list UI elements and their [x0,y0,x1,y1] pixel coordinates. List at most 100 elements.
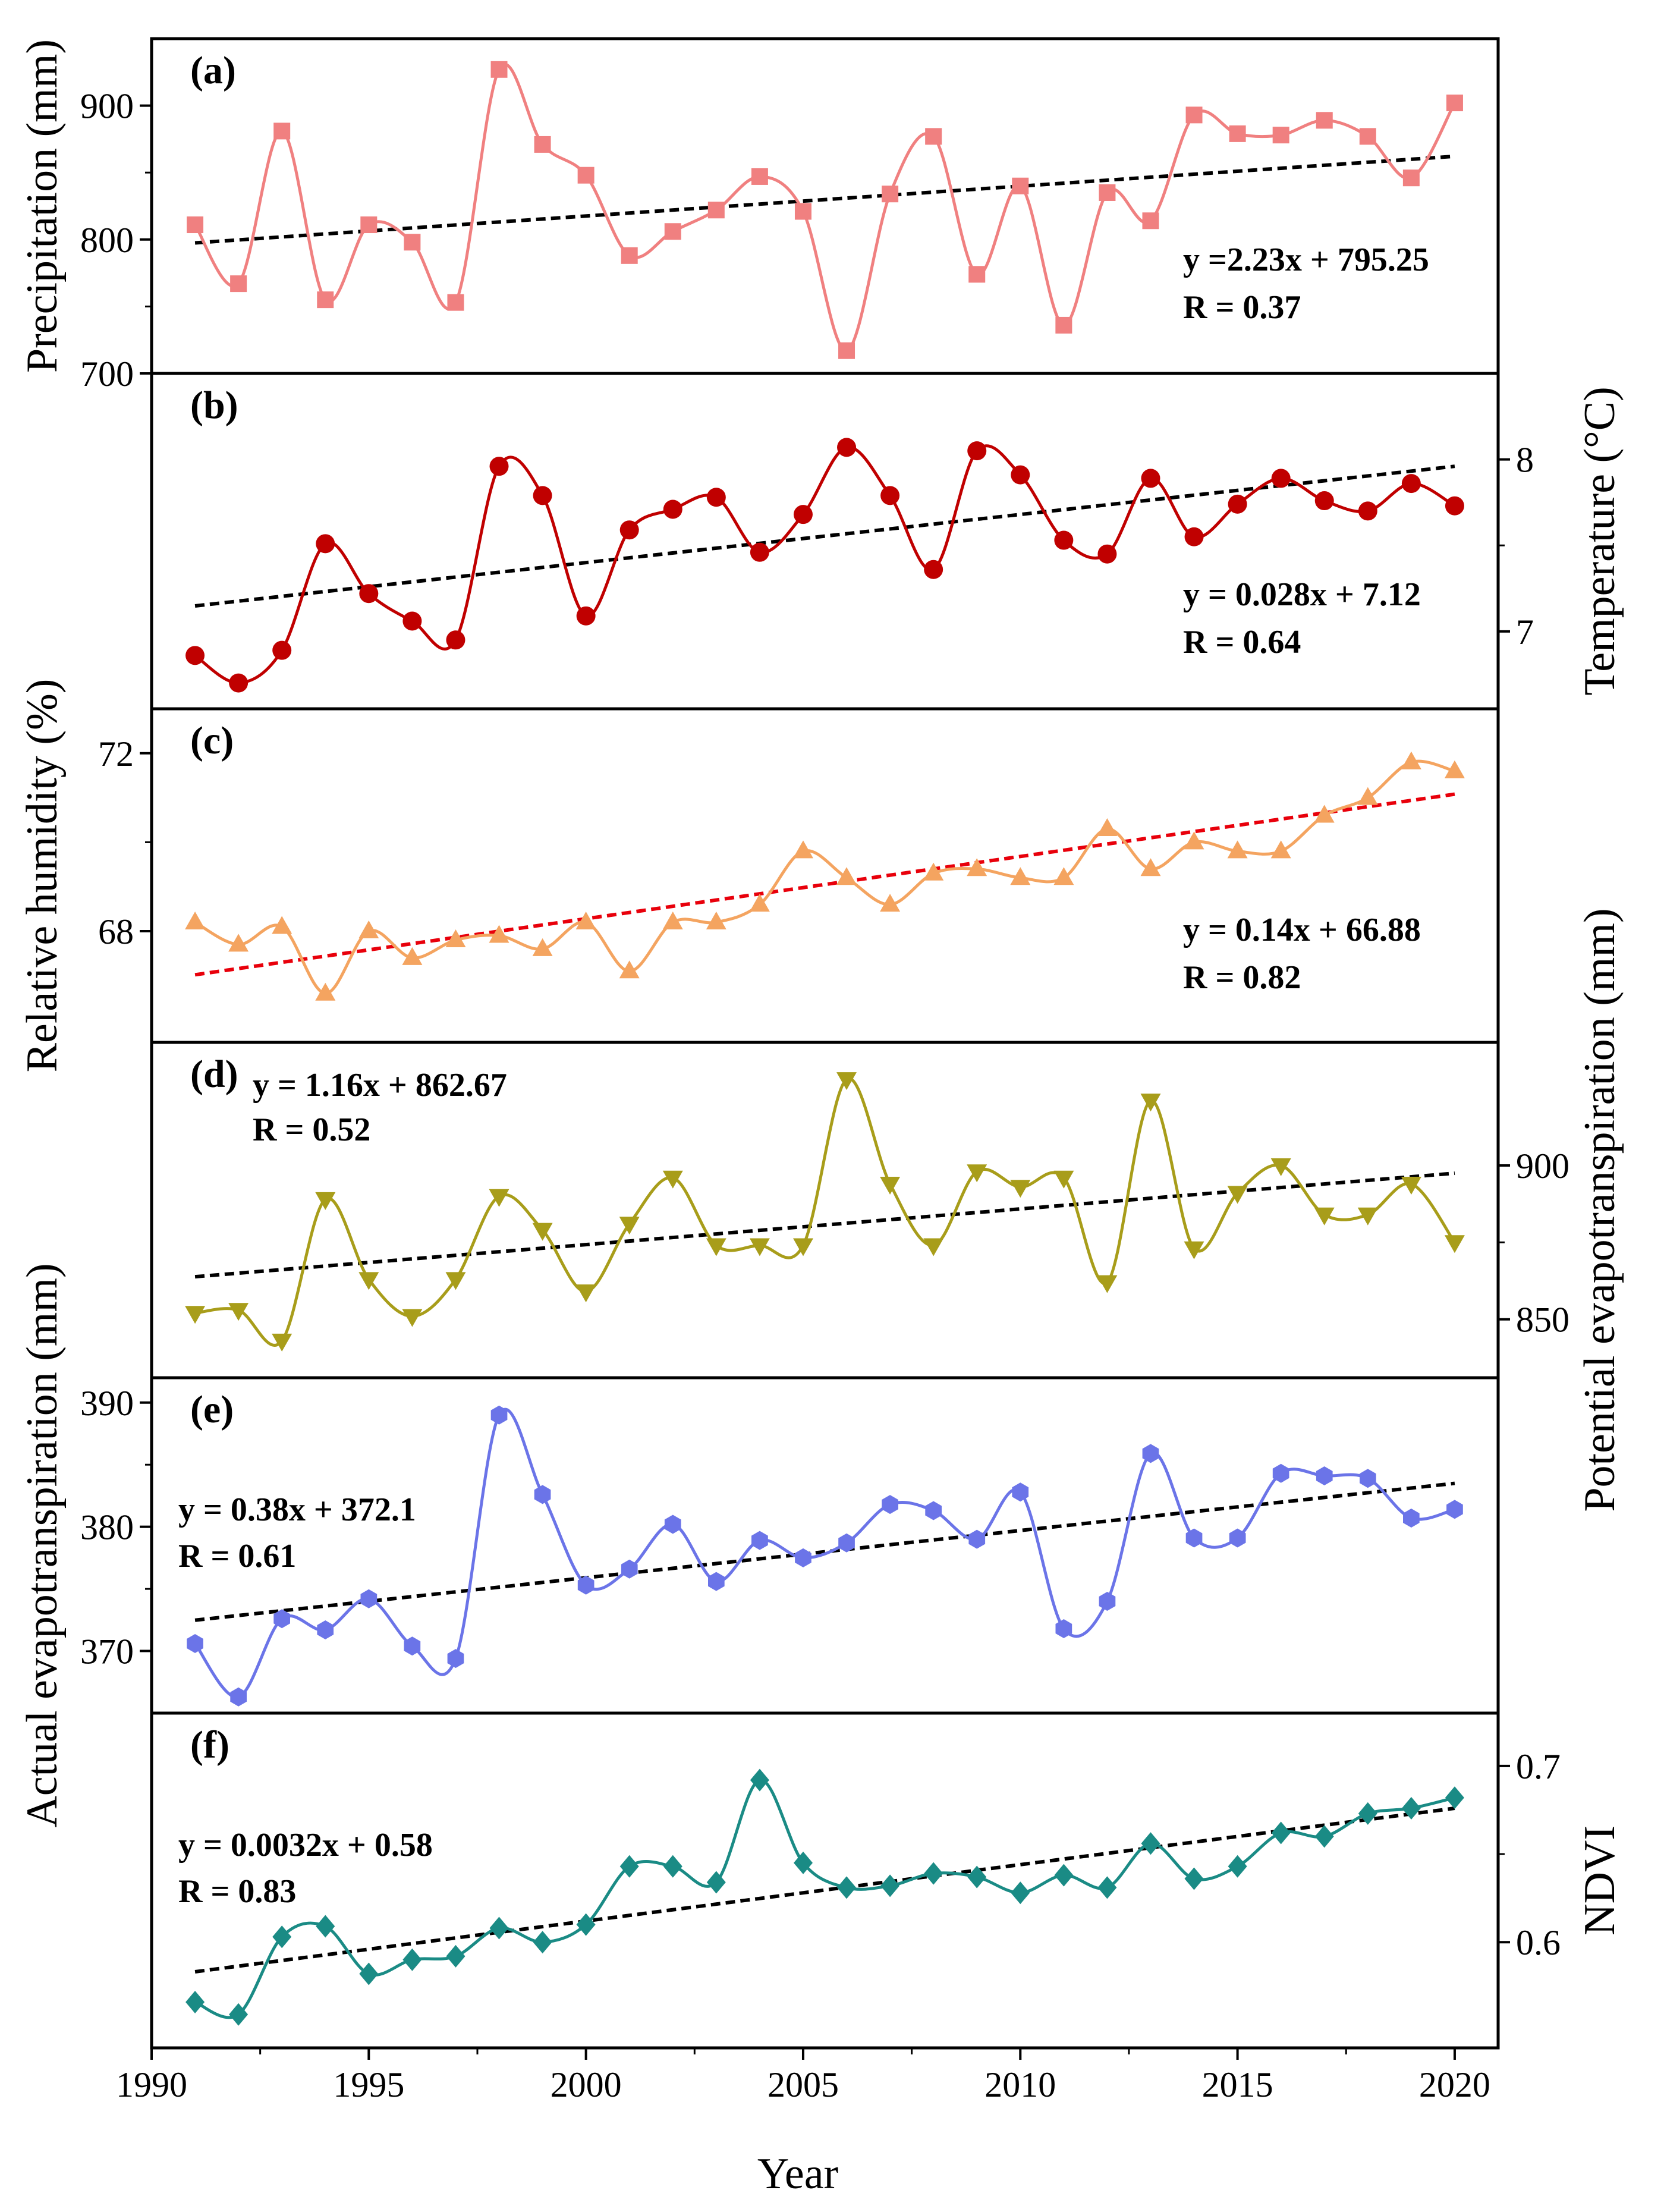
trend-line-f [194,1806,1455,1974]
data-point [575,912,596,929]
data-point [1401,1797,1421,1820]
data-point [490,61,508,78]
data-point [360,216,378,234]
data-point [1142,1444,1159,1463]
data-point [1444,1235,1465,1253]
data-point [967,858,987,876]
data-point [576,606,596,626]
y-tick-label: 8 [1516,441,1534,480]
data-point [1097,818,1118,836]
correlation-r: R = 0.37 [1183,289,1301,326]
data-point [923,1238,944,1256]
data-point [1185,1528,1203,1548]
data-point [402,1948,422,1971]
data-point [1055,1619,1072,1638]
data-point [1097,1275,1118,1293]
data-point [1141,469,1160,488]
data-point [925,1501,942,1520]
data-point [532,1223,553,1241]
x-tick-label: 1995 [333,2065,404,2104]
data-point [1053,867,1074,885]
data-point [662,1170,683,1189]
data-point [185,646,205,665]
data-point [836,1072,857,1091]
correlation-r: R = 0.82 [1183,959,1301,996]
data-point [664,1515,681,1534]
data-point [924,1862,943,1885]
trend-equation: y = 0.028x + 7.12 [1183,576,1421,613]
data-point [706,1238,726,1256]
data-point [837,438,857,457]
data-point [229,2003,249,2026]
y-tick-label: 0.6 [1516,1923,1561,1962]
trend-line-d [194,1171,1455,1279]
data-point [662,912,683,929]
data-point [1228,494,1247,514]
data-point [968,266,986,283]
data-point [1227,1186,1248,1204]
data-point [185,912,206,929]
data-point [533,1931,552,1954]
data-point [836,867,857,885]
data-point [794,1851,813,1874]
data-point [489,925,509,943]
y-tick-label: 68 [98,912,134,951]
data-point [447,1649,464,1669]
data-point [1055,316,1072,334]
data-point [749,1238,770,1256]
data-point [1140,1094,1161,1112]
panel-label: (a) [190,49,236,92]
data-point [1360,1469,1376,1488]
data-point [1099,184,1116,201]
data-point [272,1333,292,1352]
data-point [1010,1180,1031,1198]
data-point [1184,1867,1204,1890]
y-tick-label: 7 [1516,612,1534,652]
data-point [1011,1881,1030,1905]
y-tick-label: 700 [80,354,134,394]
y-axis-title-b: Temperature (°C) [1575,387,1624,696]
y-tick-label: 800 [80,221,134,260]
y-tick-label: 900 [1516,1146,1569,1186]
x-tick-label: 2010 [984,2065,1056,2104]
data-point [751,168,768,185]
data-point [1097,544,1117,564]
data-point [924,560,943,579]
data-point [358,920,379,938]
data-point [185,1991,205,2013]
data-point [534,1485,551,1504]
data-point [706,912,726,929]
data-point [1141,1832,1160,1855]
data-point [316,534,335,554]
trend-line-b [194,464,1455,608]
data-point [446,1944,465,1968]
data-point [1270,1158,1291,1176]
data-point [1272,1463,1289,1483]
data-point [1140,858,1161,876]
y-tick-label: 380 [80,1508,134,1547]
y-tick-label: 0.7 [1516,1747,1561,1786]
data-point [967,441,987,461]
data-point [1358,501,1377,521]
data-point [317,1620,334,1639]
panel-label: (b) [190,384,238,427]
trend-equation: y = 0.0032x + 0.58 [178,1827,433,1864]
data-point [489,1189,509,1207]
trend-line-a [194,154,1455,245]
data-point [317,291,334,309]
data-point [1314,1207,1335,1226]
data-point [749,894,770,912]
data-point [1316,112,1333,129]
data-point [1357,1207,1378,1226]
correlation-r: R = 0.64 [1183,624,1301,661]
data-point [968,1529,986,1549]
data-point [1185,106,1203,124]
x-tick-label: 2000 [551,2065,622,2104]
y-axis-title-f: NDVI [1575,1825,1624,1936]
data-point [402,947,423,965]
data-point [1446,1500,1463,1519]
data-point [1099,1592,1116,1611]
data-point [577,1575,594,1595]
